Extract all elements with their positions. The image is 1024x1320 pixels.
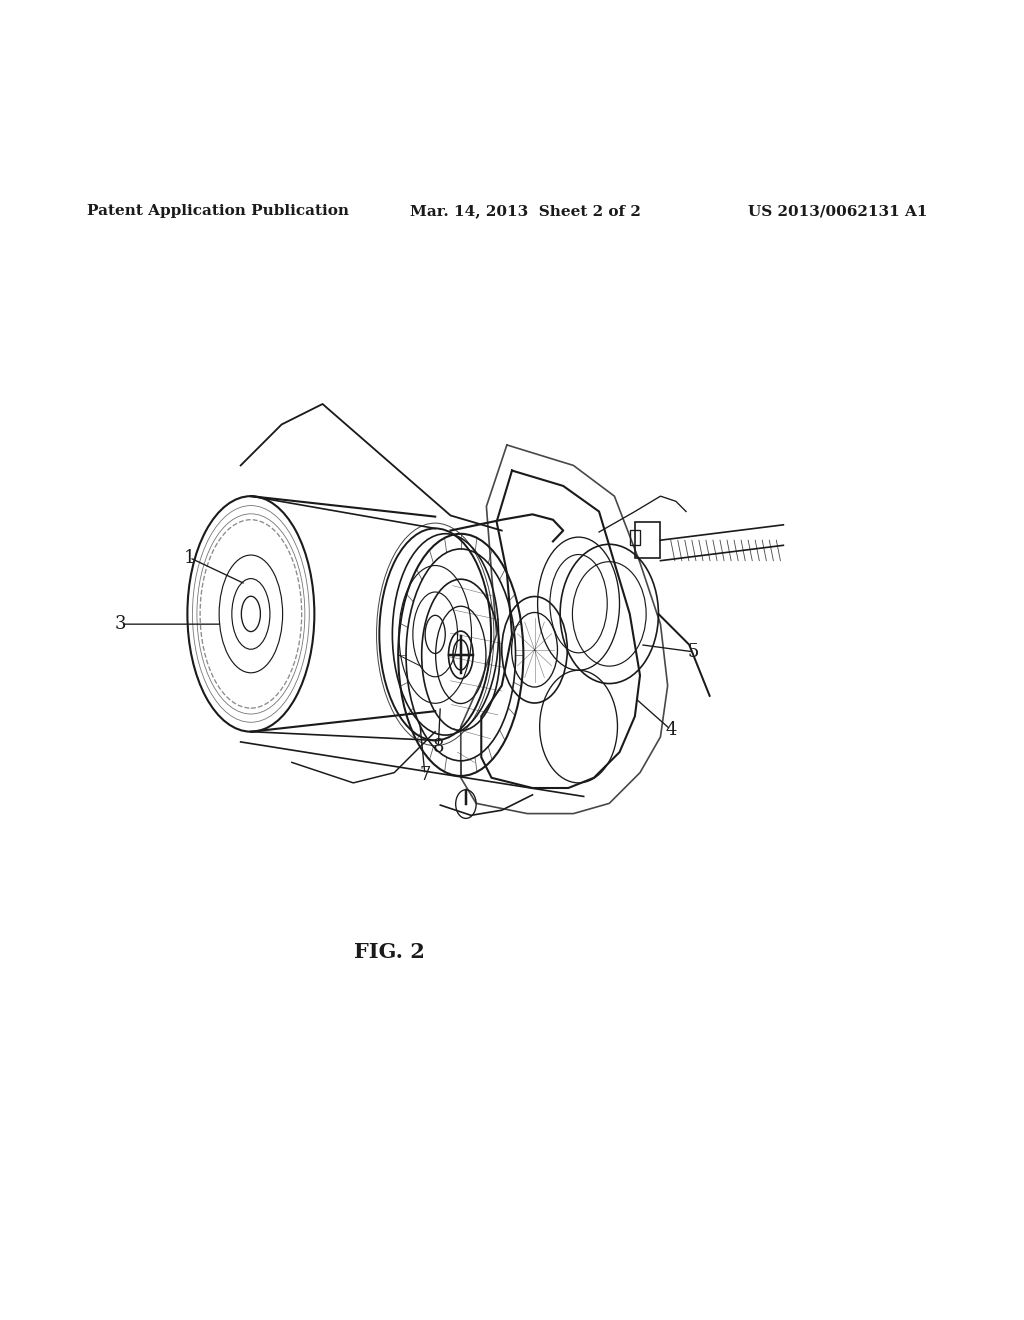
Text: Patent Application Publication: Patent Application Publication [87, 205, 349, 218]
Text: US 2013/0062131 A1: US 2013/0062131 A1 [748, 205, 927, 218]
Text: 7: 7 [419, 766, 431, 784]
Text: 4: 4 [665, 721, 677, 739]
Text: 5: 5 [687, 643, 699, 661]
Text: FIG. 2: FIG. 2 [353, 942, 425, 962]
Bar [635, 521, 660, 557]
Text: 8: 8 [432, 738, 444, 756]
Bar [630, 529, 640, 545]
Text: Mar. 14, 2013  Sheet 2 of 2: Mar. 14, 2013 Sheet 2 of 2 [410, 205, 640, 218]
Text: 1: 1 [183, 549, 196, 566]
Text: 3: 3 [115, 615, 127, 634]
